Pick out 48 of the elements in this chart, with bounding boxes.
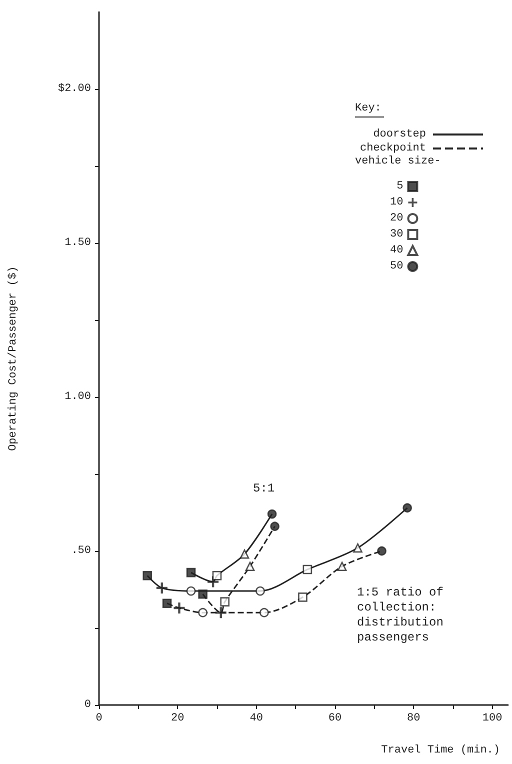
point	[142, 570, 152, 580]
legend-label: 40	[390, 244, 404, 256]
legend-label: 5	[396, 180, 404, 192]
y-tick-label: .50	[71, 545, 91, 557]
y-tick-label: 1.50	[64, 237, 91, 249]
legend-label: 20	[390, 212, 404, 224]
x-axis-title: Travel Time (min.)	[381, 744, 500, 756]
point	[260, 608, 269, 618]
x-tick-label: 0	[96, 712, 102, 724]
point	[337, 562, 347, 572]
point	[174, 602, 185, 614]
point	[402, 503, 412, 513]
x-tick-label: 40	[250, 712, 263, 724]
point	[156, 582, 168, 594]
point	[256, 586, 265, 596]
annotation: 1:5 ratio of collection: distribution passengers	[357, 586, 444, 644]
point	[198, 589, 208, 599]
annotation: 5:1	[253, 482, 275, 496]
legend-label: 10	[390, 196, 404, 208]
point	[377, 546, 386, 556]
y-tick-label: 0	[84, 699, 91, 711]
y-axis-title: Operating Cost/Passenger ($)	[8, 266, 20, 451]
point	[353, 543, 362, 553]
point	[298, 592, 308, 602]
point	[186, 568, 196, 578]
x-tick-label: 60	[328, 712, 342, 724]
point	[212, 570, 222, 580]
point	[267, 509, 277, 519]
x-tick-label: 20	[171, 712, 184, 724]
point	[215, 607, 226, 618]
point	[162, 598, 172, 608]
point	[186, 586, 196, 596]
legend-label: checkpoint	[360, 142, 426, 154]
point	[220, 597, 230, 606]
point	[240, 549, 250, 559]
legend-label: doorstep	[373, 128, 426, 140]
legend-label: 50	[390, 260, 404, 272]
point	[245, 562, 255, 572]
point	[270, 522, 280, 532]
point	[302, 564, 312, 574]
point	[198, 608, 208, 618]
x-tick-label: 100	[482, 712, 502, 724]
annotation: vehicle size-	[355, 156, 441, 168]
y-tick-label: 1.00	[64, 391, 91, 403]
y-tick-label: $2.00	[58, 83, 91, 95]
x-tick-label: 80	[407, 712, 420, 724]
legend-label: 30	[390, 228, 404, 240]
legend-title: Key:	[355, 102, 382, 114]
